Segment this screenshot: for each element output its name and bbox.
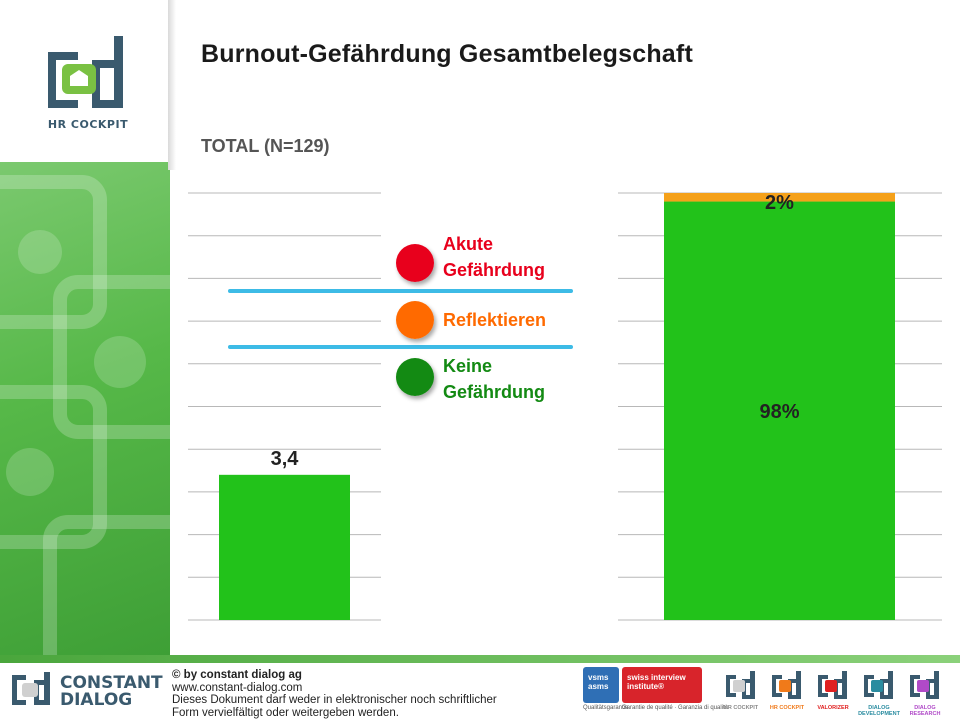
swiss-interview-institute-badge: swiss interview institute® bbox=[622, 667, 702, 703]
product-logo-icon bbox=[816, 669, 850, 703]
cert-caption-1: Qualitätsgarantie bbox=[583, 705, 629, 711]
product-logo-caption: DIALOG RESEARCH bbox=[909, 705, 941, 717]
data-label-total-score: 3,4 bbox=[271, 448, 300, 470]
wordmark-line1: CONSTANT bbox=[60, 673, 163, 693]
product-logo-caption: HR COCKPIT bbox=[723, 705, 759, 711]
legend-dot-akute-gefaehrdung bbox=[396, 244, 434, 282]
product-logo-icon bbox=[724, 669, 758, 703]
sidebar: HR COCKPIT bbox=[0, 0, 170, 655]
legend-dot-keine-gefaehrdung bbox=[396, 358, 434, 396]
legend-label-line2: Gefährdung bbox=[443, 382, 545, 402]
legend-separator-upper bbox=[228, 289, 573, 293]
swiss-text: swiss interview institute® bbox=[627, 673, 686, 691]
legend-label-line1: Keine bbox=[443, 356, 493, 376]
footer-accent-bar bbox=[0, 655, 960, 663]
constant-dialog-wordmark: CONSTANT DIALOG bbox=[60, 675, 163, 709]
legend-dot-reflektieren bbox=[396, 301, 434, 339]
bar-keine-gefaehrdung bbox=[664, 201, 895, 621]
hr-cockpit-wordmark: HR COCKPIT bbox=[47, 118, 129, 131]
sidebar-divider bbox=[168, 0, 176, 170]
hr-cockpit-logo-icon bbox=[48, 36, 123, 108]
wordmark-line2: DIALOG bbox=[60, 690, 133, 710]
vsms-text: vsms asms bbox=[588, 673, 609, 691]
vsms-certification-badge: vsms asms bbox=[583, 667, 619, 703]
product-logo-icon bbox=[770, 669, 804, 703]
product-logo-caption: DIALOG DEVELOPMENT bbox=[858, 705, 900, 717]
legend-label-line1: Reflektieren bbox=[443, 310, 547, 330]
cert-caption-2: Garantie de qualité · Garanzia di qualit… bbox=[622, 705, 729, 711]
legend-label-keine-gefaehrdung: Keine Gefährdung bbox=[443, 353, 545, 405]
data-label-reflektieren: 2% bbox=[765, 192, 794, 214]
legend-label-reflektieren: Reflektieren bbox=[443, 307, 546, 333]
copyright-line: © by constant dialog ag bbox=[172, 669, 302, 681]
legend-label-akute-gefaehrdung: Akute Gefährdung bbox=[443, 231, 545, 283]
sidebar-pattern bbox=[0, 175, 170, 655]
product-logo-icon bbox=[908, 669, 942, 703]
page-title: Burnout-Gefährdung Gesamtbelegschaft bbox=[201, 40, 693, 68]
website-link[interactable]: www.constant-dialog.com bbox=[172, 681, 303, 694]
hr-cockpit-logo bbox=[40, 34, 140, 144]
copyright-line: Dieses Dokument darf weder in elektronis… bbox=[172, 694, 497, 706]
copyright-line: Form vervielfältigt oder weitergeben wer… bbox=[172, 706, 399, 719]
legend-separator-lower bbox=[228, 345, 573, 349]
legend-label-line2: Gefährdung bbox=[443, 260, 545, 280]
data-label-keine-gefaehrdung: 98% bbox=[759, 401, 799, 423]
product-logo-caption: HR COCKPIT bbox=[769, 705, 805, 711]
chart-area: 3,4 98% 2% bbox=[188, 192, 942, 621]
footer-copyright: © by constant dialog ag www.constant-dia… bbox=[172, 669, 497, 719]
product-logo-caption: VALORIZER bbox=[817, 705, 849, 711]
constant-dialog-logo-icon bbox=[12, 672, 50, 705]
bar-reflektieren bbox=[664, 193, 895, 202]
legend-label-line1: Akute bbox=[443, 234, 494, 254]
footer: CONSTANT DIALOG © by constant dialog ag … bbox=[0, 655, 960, 720]
sidebar-decoration bbox=[0, 162, 170, 655]
page-subtitle: TOTAL (N=129) bbox=[201, 136, 330, 156]
product-logo-icon bbox=[862, 669, 896, 703]
bar-total-score bbox=[219, 474, 350, 620]
